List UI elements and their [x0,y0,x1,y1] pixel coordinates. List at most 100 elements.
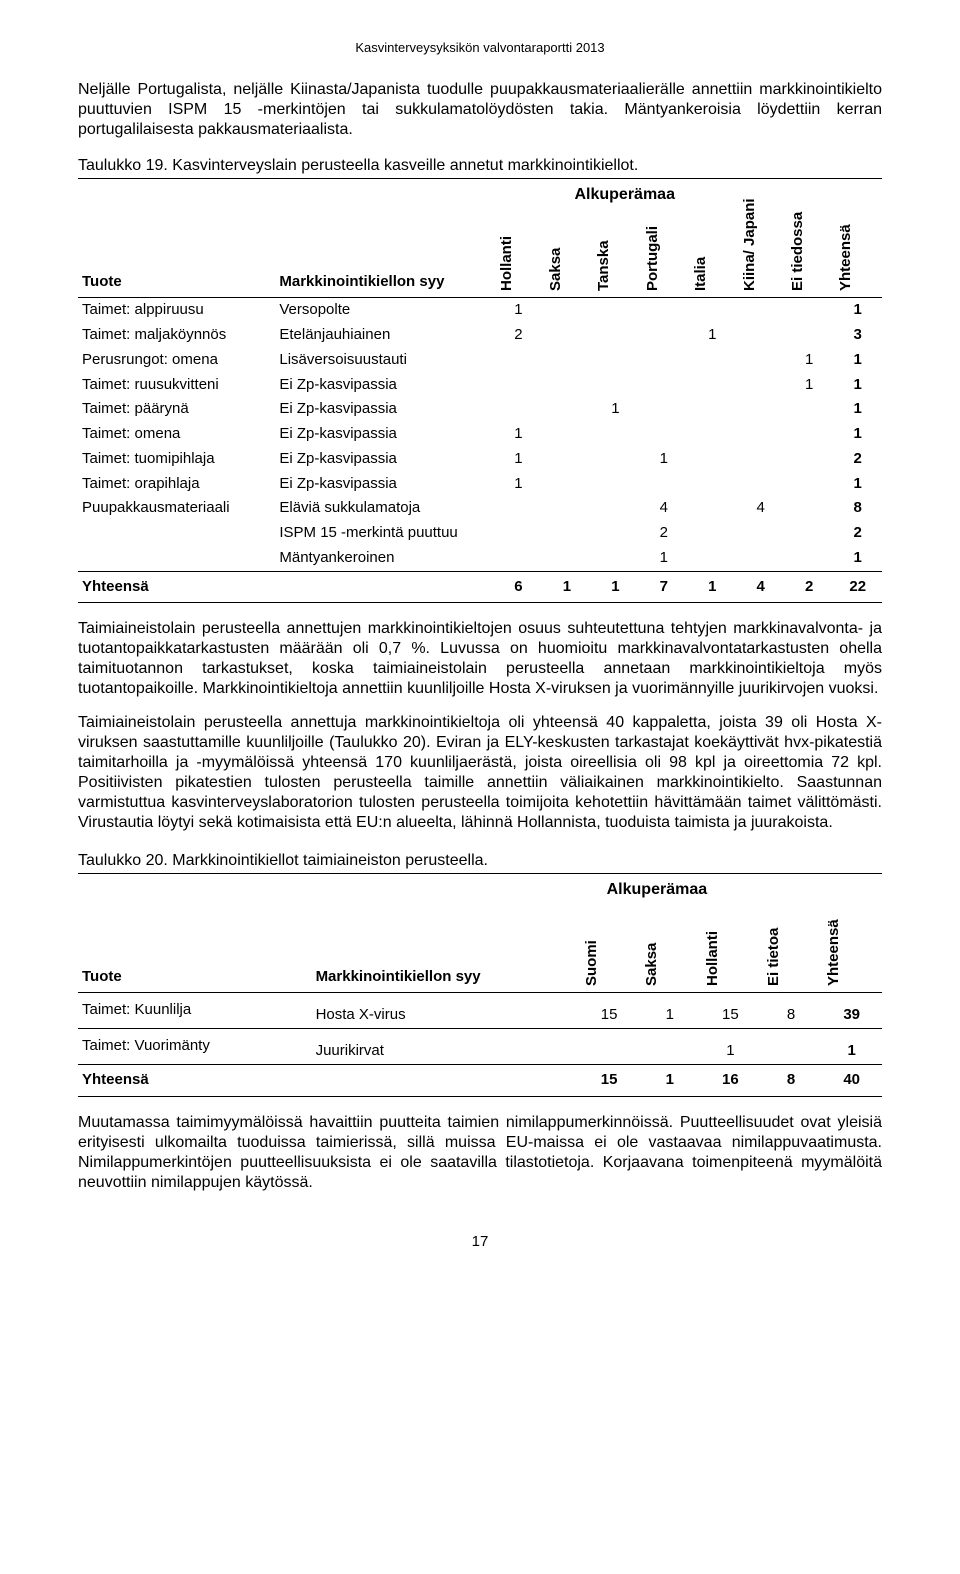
cell-value: 1 [640,546,688,571]
cell-value: 1 [494,298,542,323]
col-ei-tietoa: Ei tietoa [765,901,784,986]
cell-reason: Lisäversoisuustauti [275,348,494,373]
cell-value [494,546,542,571]
cell-value [591,472,639,497]
cell-value [688,298,736,323]
cell-value [785,422,833,447]
cell-value: 4 [737,496,785,521]
table-19-title: Taulukko 19. Kasvinterveyslain perusteel… [78,156,882,176]
cell-reason: Ei Zp-kasvipassia [275,472,494,497]
cell-value [543,373,591,398]
cell-value [543,397,591,422]
cell-reason: Mäntyankeroinen [275,546,494,571]
total-cell: 2 [785,571,833,603]
cell-value [737,323,785,348]
cell-value: 1 [833,546,882,571]
col-yhteensa: Yhteensä [837,206,856,291]
cell-value [737,373,785,398]
cell-value: 1 [833,348,882,373]
cell-reason: Ei Zp-kasvipassia [275,397,494,422]
cell-value: 2 [640,521,688,546]
table-19-header-row: Tuote Markkinointikiellon syy Hollanti S… [78,203,882,298]
col-saksa: Saksa [547,206,566,291]
cell-value [640,323,688,348]
cell-product [78,546,275,571]
cell-value [591,546,639,571]
cell-value [494,348,542,373]
cell-value [640,348,688,373]
cell-value [737,521,785,546]
cell-value [579,1029,640,1065]
total-cell: 16 [700,1064,761,1096]
origin-label-row-2: Alkuperämaa [78,880,882,898]
table-row: Taimet: päärynäEi Zp-kasvipassia11 [78,397,882,422]
col-product-header: Tuote [78,203,275,298]
cell-product: Taimet: päärynä [78,397,275,422]
table-20-title: Taulukko 20. Markkinointikiellot taimiai… [78,851,882,871]
cell-value: 1 [833,373,882,398]
cell-value [785,521,833,546]
col-hollanti: Hollanti [498,206,517,291]
cell-value: 15 [700,993,761,1029]
origin-label-row: Alkuperämaa [78,185,882,203]
cell-value [785,447,833,472]
cell-value [688,472,736,497]
cell-value: 1 [494,472,542,497]
total-cell: 6 [494,571,542,603]
cell-reason: Etelänjauhiainen [275,323,494,348]
cell-value: 1 [591,397,639,422]
cell-value [785,323,833,348]
cell-product: Taimet: ruusukvitteni [78,373,275,398]
cell-value [688,348,736,373]
cell-value: 1 [833,472,882,497]
cell-value [543,348,591,373]
cell-reason: Eläviä sukkulamatoja [275,496,494,521]
col-suomi: Suomi [583,901,602,986]
cell-value [543,496,591,521]
paragraph-4: Muutamassa taimimyymälöissä havaittiin p… [78,1113,882,1193]
cell-value [591,447,639,472]
origin-label: Alkuperämaa [607,880,708,900]
cell-product: Taimet: Vuorimänty [78,1029,312,1065]
cell-value [640,397,688,422]
cell-value [737,447,785,472]
cell-value [640,422,688,447]
cell-value: 1 [700,1029,761,1065]
cell-value [688,546,736,571]
cell-value [737,298,785,323]
total-cell: 1 [543,571,591,603]
cell-value [785,397,833,422]
cell-value: 2 [833,447,882,472]
cell-value [543,521,591,546]
cell-value: 4 [640,496,688,521]
cell-value [688,447,736,472]
table-row: Taimet: ruusukvitteniEi Zp-kasvipassia11 [78,373,882,398]
table-row: PuupakkausmateriaaliEläviä sukkulamatoja… [78,496,882,521]
origin-label: Alkuperämaa [574,185,675,205]
cell-value [785,472,833,497]
total-cell: 15 [579,1064,640,1096]
table-row: Taimet: omenaEi Zp-kasvipassia11 [78,422,882,447]
cell-value [688,521,736,546]
total-cell: 1 [639,1064,700,1096]
cell-value: 1 [821,1029,882,1065]
table-row: Mäntyankeroinen 1 1 [78,546,882,571]
col-italia: Italia [692,206,711,291]
paragraph-2: Taimiaineistolain perusteella annettujen… [78,619,882,699]
cell-value: 8 [761,993,822,1029]
cell-product: Puupakkausmateriaali [78,496,275,521]
total-cell: 22 [833,571,882,603]
table-20-header-row: Tuote Markkinointikiellon syy Suomi Saks… [78,898,882,993]
col-hollanti: Hollanti [704,901,723,986]
cell-value: 1 [785,373,833,398]
cell-value [591,298,639,323]
cell-value: 8 [833,496,882,521]
cell-value [737,422,785,447]
cell-value: 1 [688,323,736,348]
cell-value [785,298,833,323]
cell-value [494,496,542,521]
total-cell: 40 [821,1064,882,1096]
cell-value: 1 [494,447,542,472]
cell-value [761,1029,822,1065]
document-header: Kasvinterveysyksikön valvontaraportti 20… [78,40,882,56]
